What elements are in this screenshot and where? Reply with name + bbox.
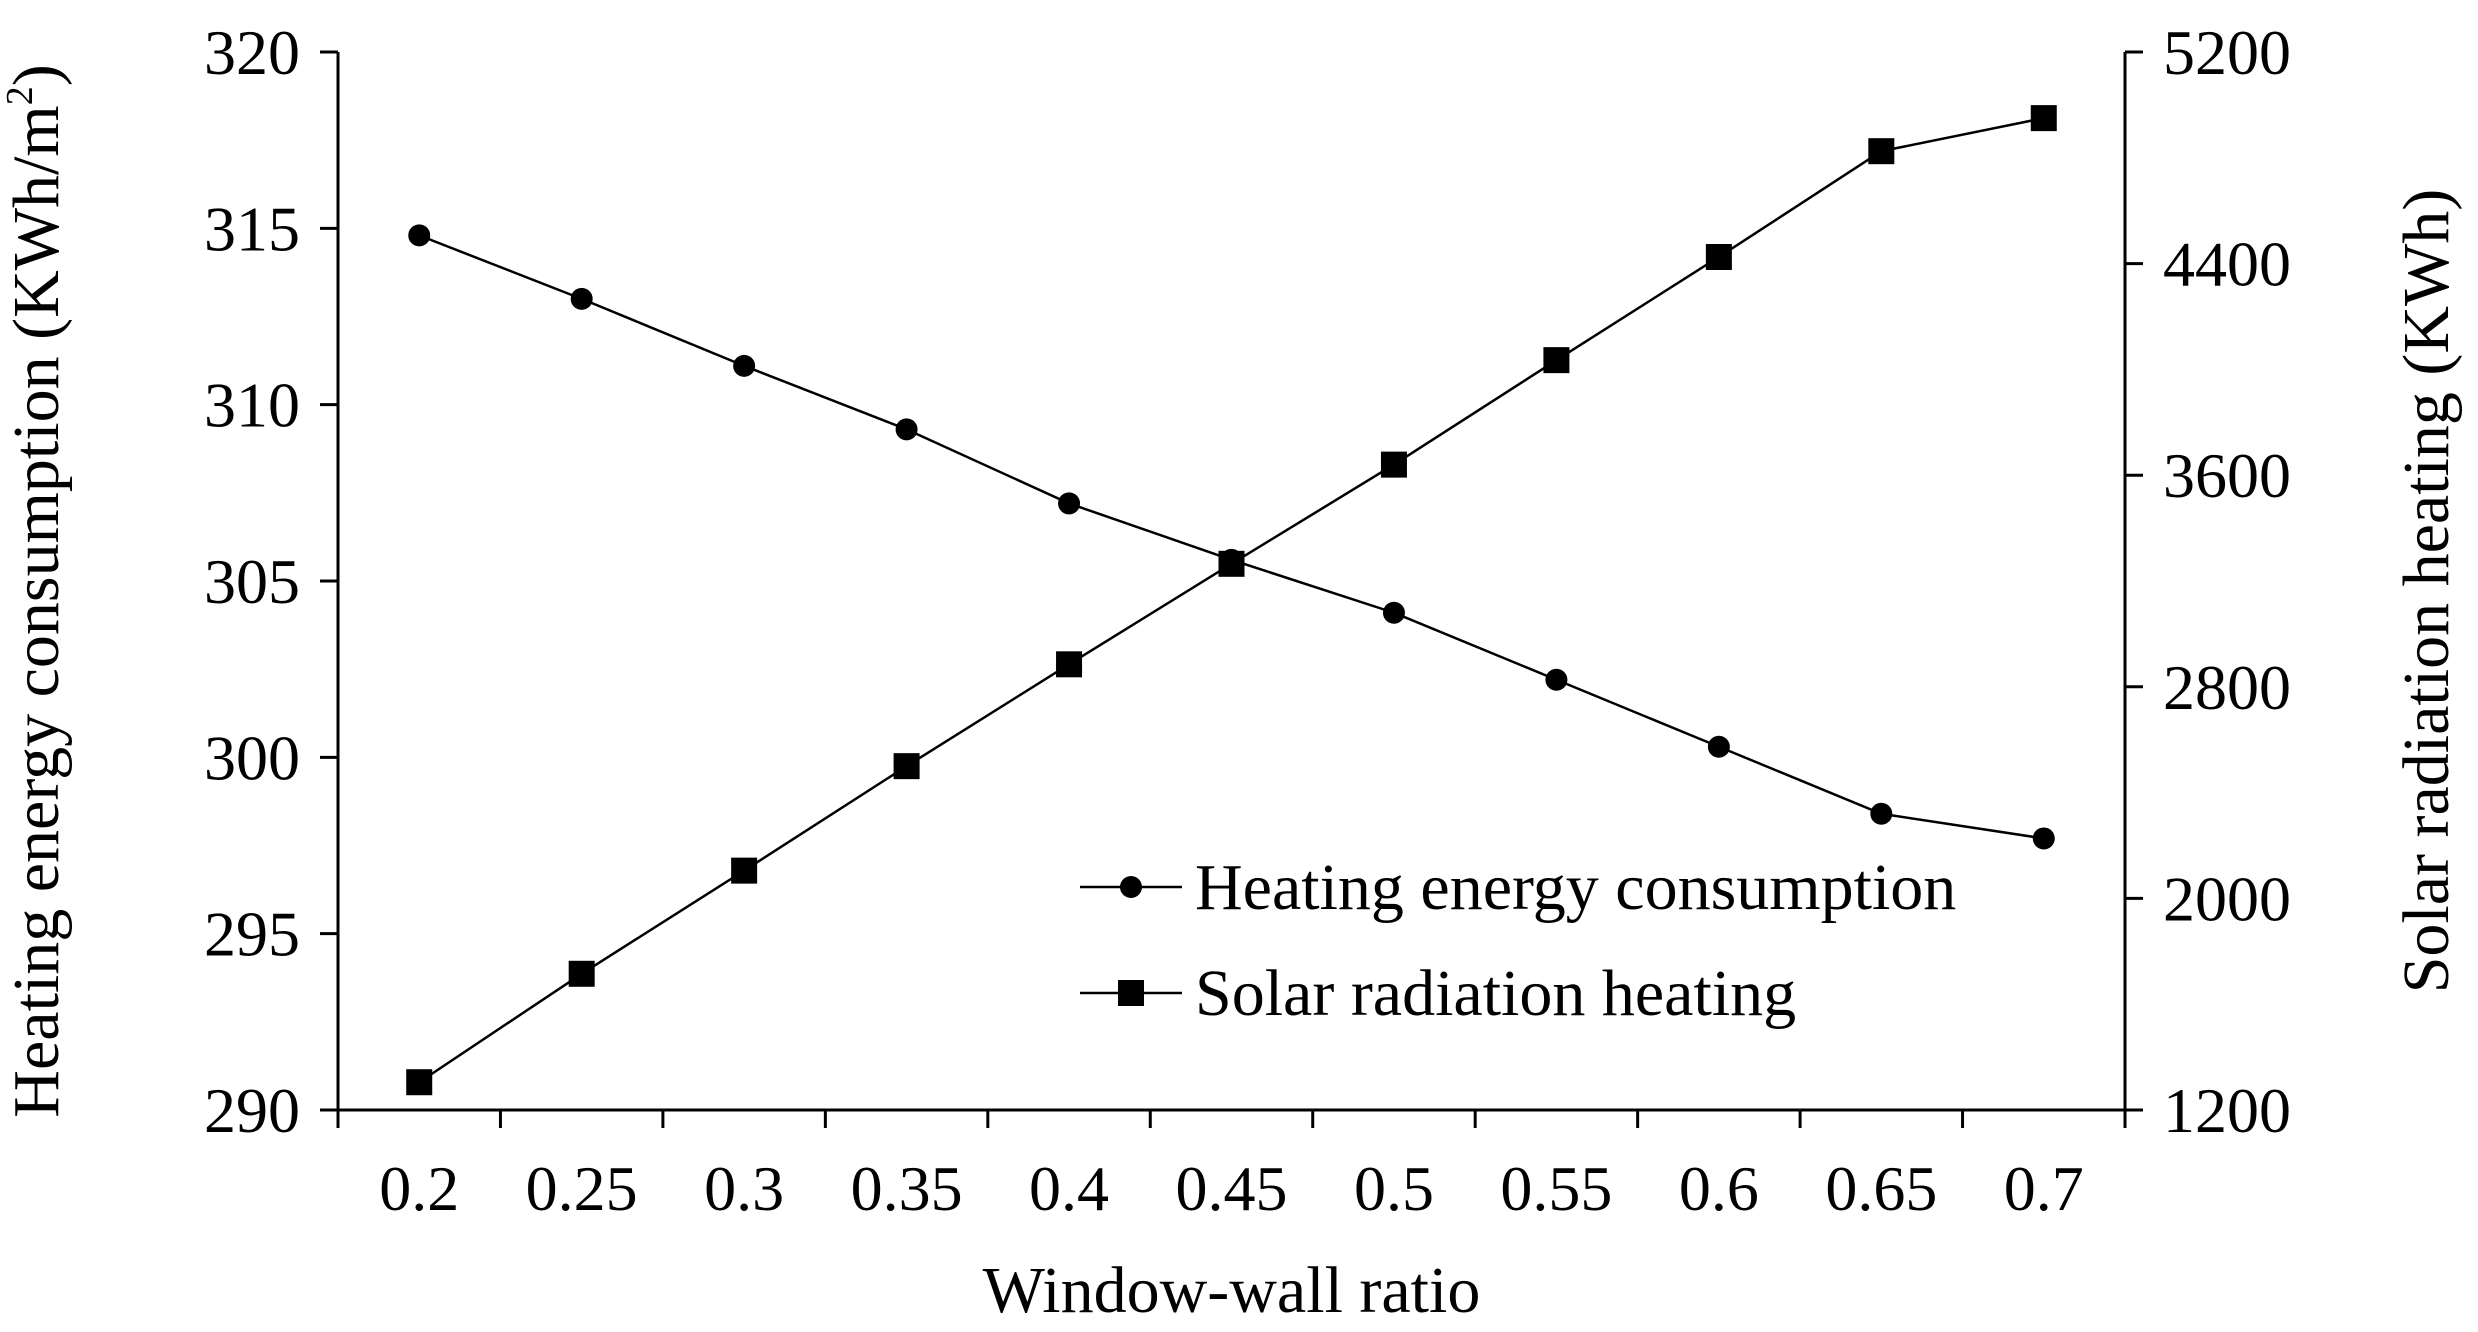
left-y-axis-title-superscript: 2 — [0, 86, 41, 105]
x-tick-label: 0.25 — [526, 1153, 638, 1224]
series-lines — [418, 116, 2045, 1084]
right-y-axis-ticks: 1200 2000 2800 3600 4400 5200 — [2125, 17, 2291, 1146]
solar-radiation-heating-line — [418, 116, 2045, 1084]
heating-energy-consumption-point — [570, 287, 593, 310]
right-y-tick-label: 2000 — [2163, 863, 2291, 934]
x-tick-label: 0.6 — [1679, 1153, 1759, 1224]
left-y-tick-label: 315 — [204, 193, 300, 264]
x-tick-label: 0.5 — [1354, 1153, 1434, 1224]
heating-energy-consumption-point — [733, 354, 756, 377]
right-y-tick-label: 5200 — [2163, 17, 2291, 88]
solar-radiation-heating-point — [1868, 138, 1895, 165]
left-y-axis-title-main: Heating energy consumption (KWh/m — [0, 105, 73, 1117]
solar-radiation-heating-point — [406, 1069, 433, 1096]
x-axis-title: Window-wall ratio — [983, 1254, 1481, 1327]
x-tick-label: 0.35 — [851, 1153, 963, 1224]
solar-radiation-heating-point — [1380, 451, 1407, 478]
heating-energy-consumption-point — [1545, 668, 1568, 691]
x-tick-label: 0.2 — [379, 1153, 459, 1224]
heating-energy-consumption-point — [408, 224, 431, 247]
right-y-tick-label: 1200 — [2163, 1075, 2291, 1146]
x-tick-label: 0.7 — [2004, 1153, 2084, 1224]
x-tick-label: 0.45 — [1176, 1153, 1288, 1224]
solar-radiation-heating-point — [1543, 347, 1570, 374]
solar-radiation-heating-point — [1218, 550, 1245, 577]
heating-energy-consumption-point — [1058, 492, 1081, 515]
solar-radiation-heating-point — [893, 753, 920, 780]
left-y-axis-ticks: 290 295 300 305 310 315 320 — [204, 17, 338, 1146]
heating-energy-consumption-line — [418, 234, 2044, 840]
x-axis-ticks: 0.2 0.25 0.3 0.35 0.4 0.45 0.5 0.55 0.6 0.65 0.7 — [336, 1110, 2127, 1224]
left-y-axis-title-close: ) — [0, 64, 73, 86]
solar-radiation-heating-point — [1056, 651, 1083, 678]
series-markers — [406, 105, 2057, 1096]
left-y-tick-label: 290 — [204, 1075, 300, 1146]
axes — [336, 52, 2127, 1112]
x-tick-label: 0.4 — [1029, 1153, 1109, 1224]
legend-marker-solar-radiation-heating — [1118, 980, 1144, 1006]
legend-label-solar-radiation-heating: Solar radiation heating — [1195, 957, 1796, 1030]
left-y-axis-title: Heating energy consumption (KWh/m2) — [0, 64, 73, 1117]
x-tick-label: 0.3 — [704, 1153, 784, 1224]
heating-energy-consumption-point — [895, 418, 918, 441]
heating-energy-consumption-point — [2032, 827, 2055, 850]
left-y-tick-label: 320 — [204, 17, 300, 88]
heating-energy-consumption-point — [1382, 601, 1405, 624]
solar-radiation-heating-point — [731, 857, 758, 884]
x-tick-label: 0.55 — [1500, 1153, 1612, 1224]
solar-radiation-heating-point — [1705, 243, 1732, 270]
solar-radiation-heating-point — [568, 960, 595, 987]
heating-energy-consumption-point — [1870, 802, 1893, 825]
left-y-tick-label: 305 — [204, 546, 300, 617]
heating-energy-consumption-point — [1707, 735, 1730, 758]
left-y-tick-label: 295 — [204, 899, 300, 970]
legend: Heating energy consumption Solar radiatio… — [1080, 851, 1956, 1030]
right-y-tick-label: 3600 — [2163, 440, 2291, 511]
right-y-tick-label: 2800 — [2163, 652, 2291, 723]
legend-marker-heating-energy-consumption — [1120, 876, 1142, 898]
x-tick-label: 0.65 — [1825, 1153, 1937, 1224]
right-y-axis-title: Solar radiation heating (KWh) — [2390, 189, 2463, 994]
solar-radiation-heating-point — [2030, 105, 2057, 132]
right-y-tick-label: 4400 — [2163, 229, 2291, 300]
left-y-tick-label: 300 — [204, 722, 300, 793]
legend-label-heating-energy-consumption: Heating energy consumption — [1195, 851, 1956, 924]
left-y-tick-label: 310 — [204, 370, 300, 441]
